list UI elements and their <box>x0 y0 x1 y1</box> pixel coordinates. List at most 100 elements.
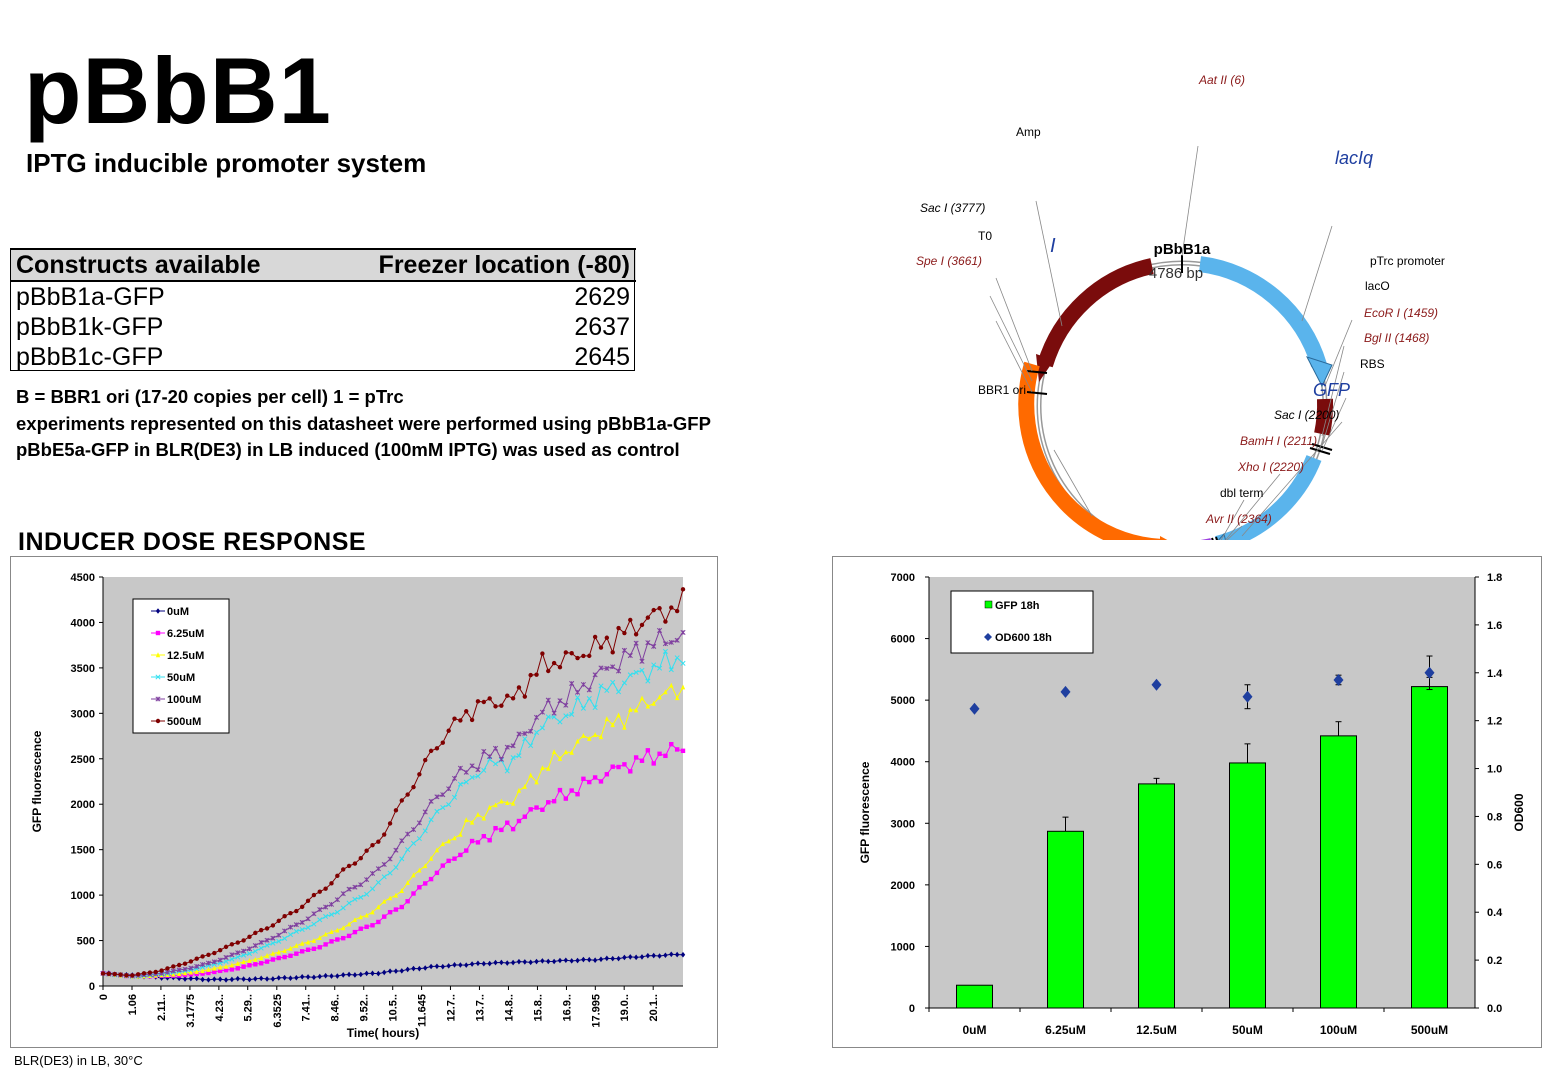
label-spe: Spe I (3661) <box>916 254 982 268</box>
y-tick-label: 1500 <box>71 845 95 857</box>
data-point <box>305 939 311 945</box>
table-header-row: Constructs available Freezer location (-… <box>10 248 636 282</box>
data-point <box>212 965 217 971</box>
data-point <box>423 965 428 971</box>
data-point <box>165 966 170 971</box>
data-point <box>182 976 188 982</box>
data-point <box>581 732 586 738</box>
data-point <box>387 909 393 915</box>
data-point <box>247 963 252 968</box>
data-point <box>294 951 299 956</box>
table-row: pBbB1k-GFP 2637 <box>10 312 636 342</box>
series-line <box>102 953 684 981</box>
legend-label: OD600 18h <box>995 632 1052 644</box>
data-point <box>194 975 199 982</box>
data-point <box>311 974 317 981</box>
data-point <box>323 886 328 891</box>
data-point <box>586 696 592 702</box>
site-tick <box>1311 443 1333 451</box>
data-point <box>598 665 604 671</box>
data-point <box>540 651 545 656</box>
data-point <box>124 973 129 978</box>
data-point <box>628 954 633 960</box>
constructs-table: Constructs available Freezer location (-… <box>10 248 636 372</box>
data-point <box>651 700 656 706</box>
data-point <box>522 784 528 789</box>
data-point <box>422 809 428 815</box>
data-point <box>563 957 569 964</box>
data-point <box>171 971 176 977</box>
data-point <box>417 867 422 873</box>
data-point <box>557 665 563 670</box>
data-point <box>516 753 522 759</box>
laciq-arrowhead <box>1306 356 1333 388</box>
data-point <box>153 969 158 975</box>
data-point <box>352 917 358 923</box>
data-point <box>545 697 551 703</box>
data-point <box>657 665 663 671</box>
data-point <box>440 863 445 868</box>
data-point <box>346 971 352 978</box>
data-point <box>504 744 510 750</box>
data-point <box>546 668 551 674</box>
data-point <box>598 683 604 689</box>
data-point <box>587 735 592 741</box>
data-point <box>171 964 176 969</box>
data-point <box>680 748 686 754</box>
y2-tick-label: 0.0 <box>1487 1003 1502 1015</box>
data-point <box>580 705 586 711</box>
data-point <box>546 958 551 965</box>
data-point <box>499 798 504 804</box>
data-point <box>516 685 522 690</box>
data-point <box>528 772 533 778</box>
data-point <box>464 817 469 823</box>
table-row: pBbB1a-GFP 2629 <box>10 281 636 312</box>
data-point <box>540 765 545 771</box>
legend-marker <box>984 633 992 641</box>
legend-marker <box>155 652 161 658</box>
data-point <box>622 762 627 767</box>
data-point <box>662 641 668 647</box>
y2-tick-label: 0.8 <box>1487 811 1502 823</box>
data-point <box>276 938 282 944</box>
data-point <box>376 919 381 925</box>
data-point <box>604 955 610 962</box>
column-header-constructs: Constructs available <box>10 248 319 282</box>
data-point <box>282 913 287 919</box>
data-point <box>329 973 334 979</box>
data-point <box>452 856 457 861</box>
data-point <box>457 781 463 787</box>
data-point <box>164 969 170 975</box>
data-point <box>423 757 428 763</box>
data-point <box>663 952 668 959</box>
data-point <box>492 745 499 751</box>
data-point <box>358 855 363 861</box>
data-point <box>669 741 674 747</box>
data-point <box>147 970 153 975</box>
data-point <box>405 847 411 853</box>
data-point <box>522 730 528 737</box>
x-tick-label: 9.52.. <box>359 994 371 1022</box>
data-point <box>346 886 352 892</box>
data-point <box>587 956 592 963</box>
data-point <box>159 975 164 981</box>
x-tick-label: 1.06 <box>127 994 139 1015</box>
data-point <box>475 960 481 967</box>
data-point <box>569 958 574 964</box>
data-point <box>411 872 416 878</box>
legend-label: 500uM <box>167 716 201 728</box>
data-point <box>528 743 534 749</box>
data-point <box>405 899 410 904</box>
data-point <box>194 963 200 969</box>
data-point <box>440 841 445 847</box>
data-point <box>258 975 264 982</box>
data-point <box>663 619 668 624</box>
data-point <box>651 643 657 650</box>
data-point <box>434 794 440 800</box>
data-point <box>563 702 569 708</box>
data-point <box>382 914 387 919</box>
amp-arrowhead <box>1036 354 1054 382</box>
data-point <box>616 625 621 631</box>
data-point <box>217 964 223 970</box>
data-point <box>452 835 457 841</box>
